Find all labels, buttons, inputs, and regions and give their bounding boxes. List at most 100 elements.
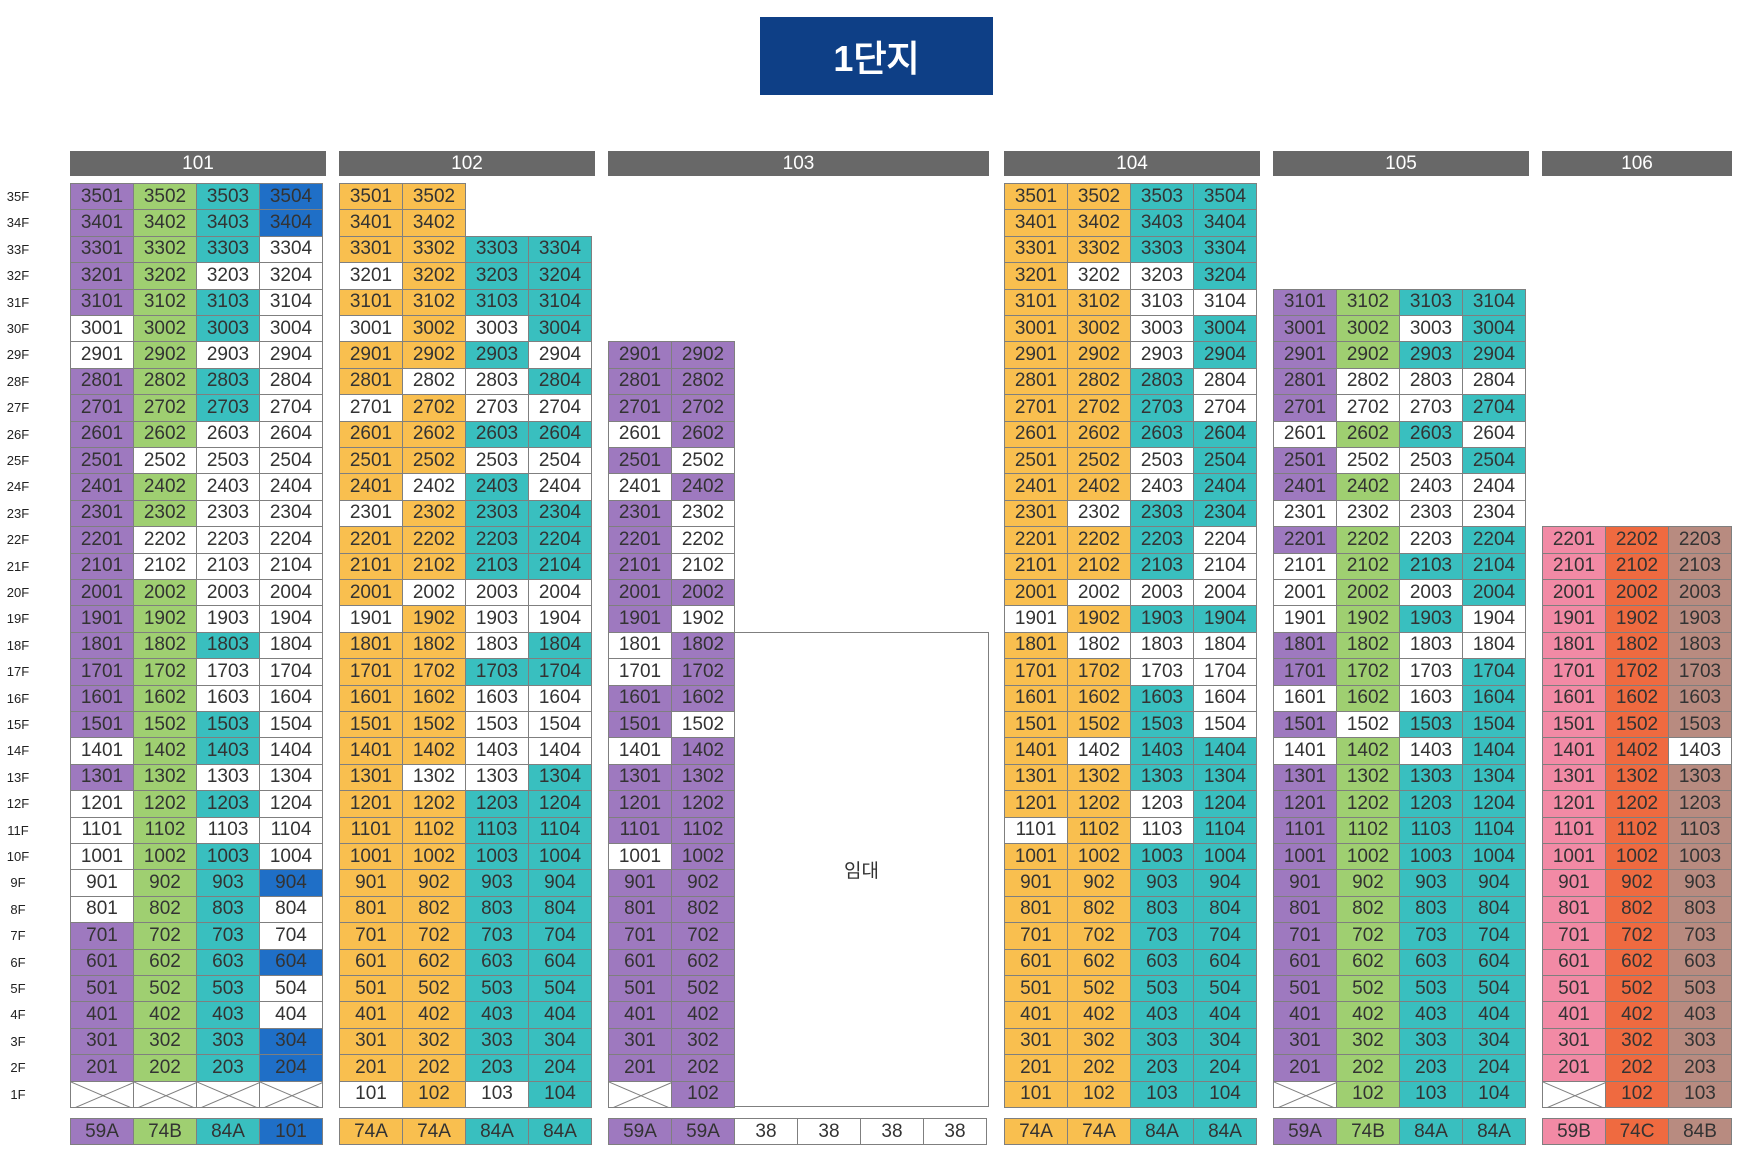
- unit-cell: 3503: [196, 183, 260, 211]
- unit-cell: 802: [1336, 895, 1400, 924]
- unit-cell: 2202: [1605, 526, 1669, 554]
- unit-cell: 3003: [1130, 315, 1194, 343]
- unit-cell: 303: [1130, 1027, 1194, 1056]
- unit-cell: 2102: [671, 552, 735, 580]
- unit-cell: 1702: [1336, 658, 1400, 686]
- unit-cell: 3003: [465, 315, 529, 343]
- unit-cell: 2904: [259, 341, 323, 369]
- unit-cell: 1102: [1067, 816, 1131, 844]
- unit-cell: 2401: [70, 473, 134, 501]
- unit-cell: 3003: [1399, 315, 1463, 343]
- unit-cell: 601: [608, 948, 672, 976]
- unit-cell: 2003: [1130, 579, 1194, 607]
- unit-cell: 2201: [339, 526, 403, 554]
- unit-cell: 303: [465, 1027, 529, 1056]
- unit-cell: 2403: [1130, 473, 1194, 501]
- building-header-105: 105: [1273, 151, 1529, 176]
- unit-cell: 1703: [196, 658, 260, 686]
- unit-cell: 304: [259, 1027, 323, 1056]
- unit-cell: 1501: [1542, 711, 1606, 739]
- unit-cell: 3004: [259, 315, 323, 343]
- unit-cell: 2102: [1336, 552, 1400, 580]
- unit-cell: 2203: [465, 526, 529, 554]
- unit-cell: 1801: [1273, 631, 1337, 660]
- unit-cell: 3302: [1067, 235, 1131, 264]
- unit-cell: 801: [70, 895, 134, 924]
- unit-cell: 2703: [196, 394, 260, 422]
- unit-cell: 2804: [528, 367, 592, 396]
- unit-cell: 2702: [1067, 394, 1131, 422]
- unit-cell: 701: [1273, 922, 1337, 950]
- unit-cell: 1801: [608, 631, 672, 660]
- unit-cell: 1904: [1193, 605, 1257, 633]
- unit-cell: 402: [1605, 1001, 1669, 1029]
- unit-cell: 803: [1399, 895, 1463, 924]
- unit-cell: 1604: [1462, 684, 1526, 712]
- unit-cell: 2703: [465, 394, 529, 422]
- unit-cell: 3301: [339, 235, 403, 264]
- unit-cell: 2902: [133, 341, 197, 369]
- unit-type-label: 74A: [402, 1118, 466, 1145]
- unit-cell: 904: [1462, 869, 1526, 897]
- unit-type-label: 74B: [1336, 1118, 1400, 1145]
- unit-cell: 603: [465, 948, 529, 976]
- unit-cell: 403: [465, 1001, 529, 1029]
- unit-cell: 1501: [339, 711, 403, 739]
- unit-cell: 1204: [528, 790, 592, 818]
- unit-cell: 2303: [1130, 499, 1194, 528]
- unit-cell: 1001: [1004, 843, 1068, 871]
- building-header-102: 102: [339, 151, 595, 176]
- unit-cell: 2104: [1193, 552, 1257, 580]
- unit-cell: 2004: [1462, 579, 1526, 607]
- unit-type-label: 84B: [1668, 1118, 1732, 1145]
- unit-cell: 304: [1462, 1027, 1526, 1056]
- unit-cell: 302: [671, 1027, 735, 1056]
- floor-label: 28F: [6, 373, 30, 389]
- unit-cell: 2704: [1193, 394, 1257, 422]
- unit-cell: 1201: [70, 790, 134, 818]
- unit-cell: 3204: [259, 262, 323, 290]
- floor-label: 33F: [6, 241, 30, 257]
- unit-cell: 1701: [1273, 658, 1337, 686]
- floor-label: 14F: [6, 743, 30, 759]
- unit-type-label: 74A: [1004, 1118, 1068, 1145]
- unit-cell: 2802: [133, 367, 197, 396]
- unit-cell: 1504: [1462, 711, 1526, 739]
- unit-cell: 2501: [339, 447, 403, 475]
- unit-cell: 3004: [528, 315, 592, 343]
- unit-cell: 302: [1605, 1027, 1669, 1056]
- floor-label: 17F: [6, 664, 30, 680]
- unit-cell: 1702: [133, 658, 197, 686]
- unit-cell: 1402: [671, 737, 735, 765]
- unit-cell: 2601: [339, 420, 403, 448]
- unit-cell: 2903: [196, 341, 260, 369]
- unit-cell: 1502: [671, 711, 735, 739]
- unit-cell: 2901: [608, 341, 672, 369]
- unit-cell: 2804: [1462, 367, 1526, 396]
- unit-cell: 2404: [259, 473, 323, 501]
- unit-cell: 1602: [133, 684, 197, 712]
- unit-cell: 1202: [1336, 790, 1400, 818]
- unit-type-label: 84A: [1399, 1118, 1463, 1145]
- unit-cell: 202: [671, 1054, 735, 1082]
- unit-cell: 304: [1193, 1027, 1257, 1056]
- unit-cell: 604: [259, 948, 323, 976]
- unit-cell: 401: [608, 1001, 672, 1029]
- unit-cell: 902: [133, 869, 197, 897]
- unit-cell: 2901: [1004, 341, 1068, 369]
- unit-cell: 1903: [465, 605, 529, 633]
- unit-cell: 2301: [1004, 499, 1068, 528]
- unit-cell: 302: [1336, 1027, 1400, 1056]
- unit-cell: 2901: [1273, 341, 1337, 369]
- unit-cell: 2801: [70, 367, 134, 396]
- unit-cell: 601: [339, 948, 403, 976]
- unit-cell: 1301: [1542, 763, 1606, 792]
- unit-cell: 201: [339, 1054, 403, 1082]
- unit-cell: 3301: [1004, 235, 1068, 264]
- floor-label: 4F: [10, 1007, 26, 1023]
- unit-cell: 1802: [1067, 631, 1131, 660]
- unit-cell: 1304: [1193, 763, 1257, 792]
- unit-cell: 503: [465, 975, 529, 1003]
- unit-cell: 2601: [608, 420, 672, 448]
- unit-cell: 1901: [1273, 605, 1337, 633]
